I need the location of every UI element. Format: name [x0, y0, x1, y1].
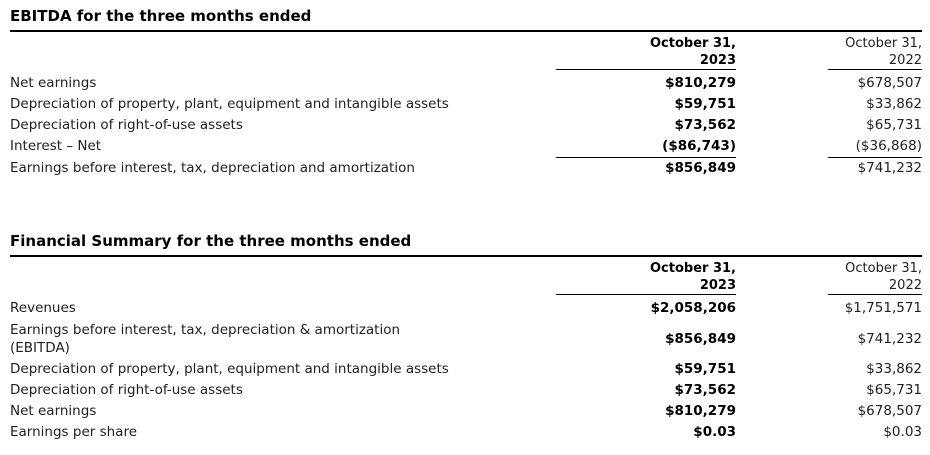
ebitda-header-row: October 31, 2023 October 31, 2022 [10, 35, 922, 70]
value-2023: $856,849 [665, 330, 736, 347]
value-2022: $33,862 [866, 96, 922, 112]
summary-header-2023-line2: 2023 [699, 278, 736, 293]
row-label: Depreciation of right-of-use assets [10, 117, 243, 133]
row-label: Earnings before interest, tax, depreciat… [10, 319, 556, 359]
value-2022: $1,751,571 [844, 300, 922, 316]
summary-header-row: October 31, 2023 October 31, 2022 [10, 260, 922, 295]
summary-header-2022-line1: October 31, [845, 261, 922, 276]
financial-summary-table: Financial Summary for the three months e… [10, 232, 922, 443]
value-2023: $59,751 [674, 361, 737, 377]
value-2022: $741,232 [857, 160, 922, 176]
table-row-depreciation-ppe: Depreciation of property, plant, equipme… [10, 94, 922, 115]
summary-rows: Revenues $2,058,206 $1,751,571 Earnings … [10, 298, 922, 443]
value-2022: $33,862 [866, 361, 922, 377]
row-label-line2: (EBITDA) [10, 340, 70, 356]
value-2023: $810,279 [665, 75, 736, 91]
ebitda-header-2023-line1: October 31, [650, 36, 736, 51]
value-2023: $0.03 [693, 424, 736, 440]
table-row-earnings-per-share: Earnings per share $0.03 $0.03 [10, 422, 922, 443]
row-label: Net earnings [10, 75, 97, 91]
value-2023: $810,279 [665, 403, 736, 419]
ebitda-header-gap [736, 35, 828, 70]
row-label: Interest – Net [10, 138, 102, 154]
ebitda-header-spacer [10, 35, 556, 70]
ebitda-column-header-2022: October 31, 2022 [828, 35, 922, 70]
summary-header-2022-line2: 2022 [888, 278, 922, 293]
value-2023: $856,849 [665, 160, 736, 176]
table-row-revenues: Revenues $2,058,206 $1,751,571 [10, 298, 922, 319]
row-label-line1: Earnings before interest, tax, depreciat… [10, 322, 401, 338]
ebitda-column-header-2023: October 31, 2023 [556, 35, 736, 70]
table-row-depreciation-rou: Depreciation of right-of-use assets $73,… [10, 380, 922, 401]
value-2022: $0.03 [883, 424, 922, 440]
row-label: Depreciation of property, plant, equipme… [10, 361, 449, 377]
value-2022: $678,507 [857, 403, 922, 419]
value-2023: $73,562 [674, 382, 737, 398]
row-label: Depreciation of property, plant, equipme… [10, 96, 449, 112]
ebitda-table-title: EBITDA for the three months ended [10, 7, 922, 32]
table-row-net-earnings: Net earnings $810,279 $678,507 [10, 401, 922, 422]
value-2022: $65,731 [866, 117, 922, 133]
value-2022: ($36,868) [828, 136, 922, 158]
ebitda-header-2023-line2: 2023 [699, 53, 736, 68]
summary-header-2023-line1: October 31, [650, 261, 736, 276]
value-2023: $73,562 [674, 117, 737, 133]
summary-column-header-2022: October 31, 2022 [828, 260, 922, 295]
value-2022: $741,232 [857, 330, 922, 347]
table-row-net-earnings: Net earnings $810,279 $678,507 [10, 73, 922, 94]
table-row-depreciation-ppe: Depreciation of property, plant, equipme… [10, 359, 922, 380]
value-2023: ($86,743) [556, 136, 736, 158]
value-2023: $2,058,206 [650, 300, 736, 316]
table-row-ebitda-total: Earnings before interest, tax, depreciat… [10, 158, 922, 179]
summary-column-header-2023: October 31, 2023 [556, 260, 736, 295]
table-row-ebitda: Earnings before interest, tax, depreciat… [10, 319, 922, 359]
financial-summary-table-title: Financial Summary for the three months e… [10, 232, 922, 257]
value-2022: $65,731 [866, 382, 922, 398]
ebitda-rows: Net earnings $810,279 $678,507 Depreciat… [10, 73, 922, 179]
row-label: Earnings before interest, tax, depreciat… [10, 160, 415, 176]
ebitda-table: EBITDA for the three months ended Octobe… [10, 7, 922, 179]
row-label: Earnings per share [10, 424, 138, 440]
value-2023: $59,751 [674, 96, 737, 112]
ebitda-header-2022-line2: 2022 [888, 53, 922, 68]
value-2022: $678,507 [857, 75, 922, 91]
ebitda-header-2022-line1: October 31, [845, 36, 922, 51]
table-row-interest-net: Interest – Net ($86,743) ($36,868) [10, 136, 922, 158]
row-label: Depreciation of right-of-use assets [10, 382, 243, 398]
table-row-depreciation-rou: Depreciation of right-of-use assets $73,… [10, 115, 922, 136]
summary-header-gap [736, 260, 828, 295]
summary-header-spacer [10, 260, 556, 295]
row-label: Net earnings [10, 403, 97, 419]
row-label: Revenues [10, 300, 76, 316]
